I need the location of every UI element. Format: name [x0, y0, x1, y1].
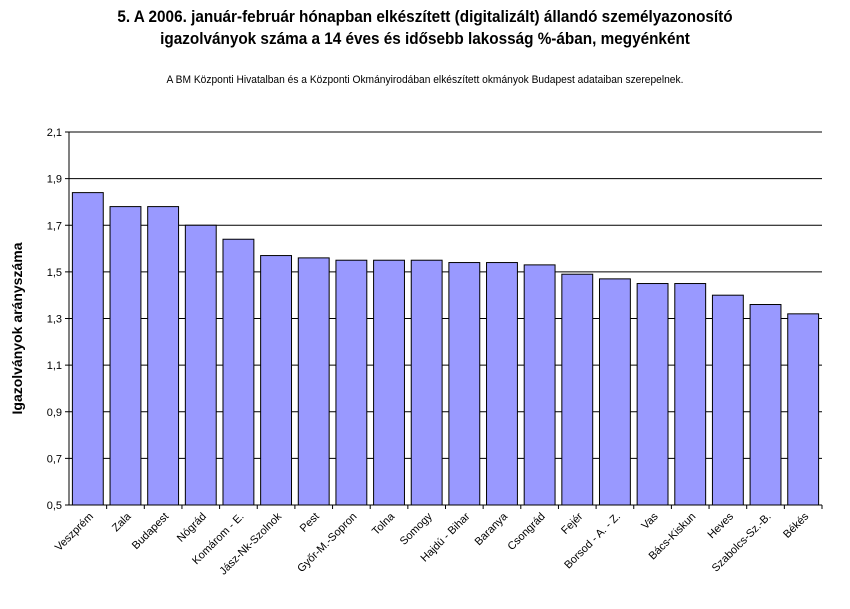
x-tick-label: Vas [639, 510, 661, 532]
x-tick-label: Nógrád [175, 511, 209, 545]
x-tick-label: Tolna [370, 510, 398, 538]
bar-7 [335, 259, 368, 506]
x-tick-label: Békés [781, 510, 811, 540]
y-axis-title: Igazolványok arányszáma [9, 242, 25, 414]
y-tick-label: 1,7 [47, 220, 62, 232]
bar-11 [486, 262, 518, 506]
x-tick-label: Csongrád [506, 511, 548, 553]
bar-4 [222, 238, 255, 506]
bar-17 [711, 294, 744, 506]
chart-title-line2: igazolványok száma a 14 éves és idősebb … [160, 29, 690, 48]
bar-10 [448, 262, 481, 506]
x-tick-label: Baranya [473, 510, 511, 548]
y-tick-label: 1,1 [47, 360, 62, 372]
bar-14 [598, 278, 631, 506]
y-tick-label: 1,5 [47, 267, 62, 279]
x-tick-label: Pest [298, 511, 322, 535]
bar-1 [109, 206, 142, 506]
y-tick-label: 0,7 [47, 453, 62, 465]
x-tick-label: Veszprém [53, 511, 96, 554]
x-tick-label: Somogy [398, 510, 435, 547]
x-tick-label: Heves [705, 510, 736, 541]
x-tick-label: Fejér [559, 510, 585, 536]
x-tick-label: Zala [110, 510, 134, 534]
bar-8 [373, 259, 405, 506]
y-tick-label: 1,9 [47, 174, 62, 186]
bar-9 [410, 259, 443, 506]
y-tick-label: 0,5 [47, 500, 62, 512]
x-tick-label: Budapest [130, 511, 171, 552]
bar-0 [71, 192, 104, 506]
bar-6 [297, 257, 330, 506]
bar-12 [523, 264, 556, 506]
y-tick-label: 1,3 [47, 314, 62, 326]
bar-16 [674, 283, 707, 506]
chart-title-line1: 5. A 2006. január-február hónapban elkés… [117, 7, 733, 26]
y-tick-label: 2,1 [47, 127, 62, 139]
chart-title: 5. A 2006. január-február hónapban elkés… [43, 6, 808, 50]
bar-19 [787, 313, 820, 506]
bar-3 [184, 224, 217, 506]
bar-5 [260, 255, 293, 506]
bar-15 [636, 283, 669, 506]
bar-18 [749, 304, 782, 506]
bar-2 [147, 206, 180, 506]
chart-subtitle: A BM Központi Hivatalban és a Központi O… [166, 74, 684, 86]
y-tick-label: 0,9 [47, 407, 62, 419]
bar-13 [561, 273, 594, 506]
